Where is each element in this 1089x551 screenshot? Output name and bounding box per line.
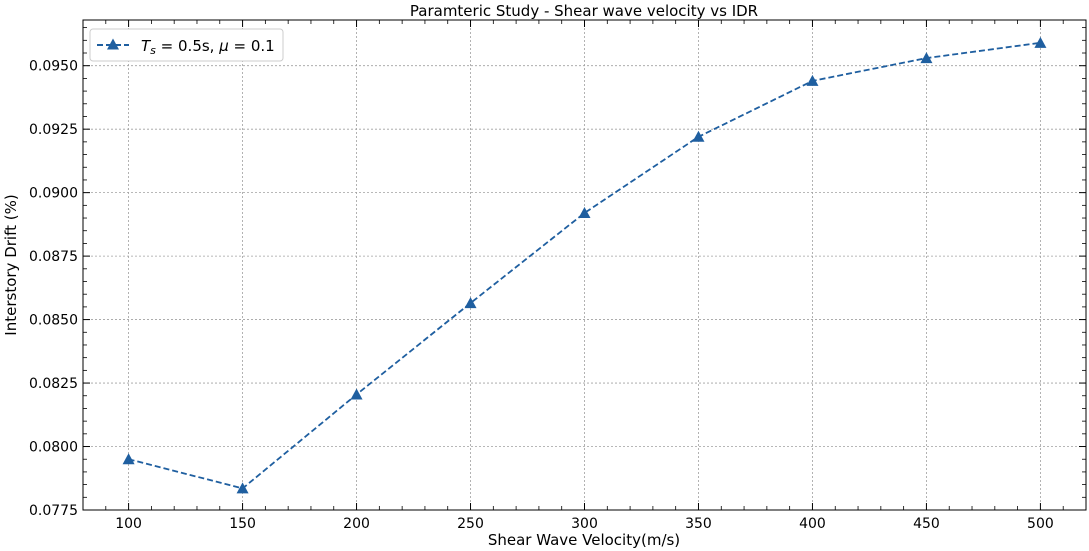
data-point-marker: [692, 130, 705, 142]
data-point-marker: [464, 297, 477, 309]
y-tick-label: 0.0850: [29, 313, 78, 329]
series-layer: [122, 36, 1047, 494]
y-tick-label: 0.0875: [29, 249, 78, 265]
x-tick-label: 100: [115, 516, 142, 532]
legend-t-value: = 0.5s,: [156, 37, 219, 55]
data-point-marker: [1034, 36, 1047, 48]
legend-label: Ts = 0.5s, μ = 0.1: [141, 37, 275, 57]
y-tick-label: 0.0775: [29, 503, 78, 519]
legend-box: [89, 28, 284, 62]
x-tick-label: 500: [1027, 516, 1054, 532]
x-tick-label: 400: [799, 516, 826, 532]
y-axis-label: Interstory Drift (%): [2, 194, 20, 335]
legend-mu-symbol: μ: [218, 37, 229, 55]
series-line: [128, 41, 1041, 490]
y-tick-label: 0.0900: [29, 186, 78, 202]
x-tick-label: 300: [571, 516, 598, 532]
y-tick-label: 0.0825: [29, 376, 78, 392]
data-point-marker: [920, 52, 933, 64]
x-tick-label: 150: [229, 516, 256, 532]
data-point-marker: [578, 206, 591, 218]
x-tick-labels: 100 150 200 250 300 350 400 450 500: [115, 516, 1054, 532]
x-tick-label: 450: [913, 516, 940, 532]
y-tick-label: 0.0925: [29, 122, 78, 138]
data-point-marker: [806, 74, 819, 86]
data-point-marker: [122, 453, 135, 465]
y-tick-label: 0.0950: [29, 59, 78, 75]
x-axis-label: Shear Wave Velocity(m/s): [488, 531, 680, 549]
data-point-marker: [350, 388, 363, 400]
legend-marker-triangle-icon: [107, 38, 119, 50]
x-tick-label: 350: [685, 516, 712, 532]
legend-t-symbol: T: [141, 37, 152, 55]
legend-t-subscript: s: [150, 44, 156, 57]
legend-mu-value: = 0.1: [229, 37, 275, 55]
x-tick-label: 200: [343, 516, 370, 532]
legend: Ts = 0.5s, μ = 0.1: [89, 28, 284, 62]
x-tick-label: 250: [457, 516, 484, 532]
ticks: [83, 20, 1086, 511]
chart-title: Paramteric Study - Shear wave velocity v…: [410, 2, 758, 20]
data-point-marker: [236, 482, 249, 494]
y-tick-label: 0.0800: [29, 440, 78, 456]
y-tick-labels: 0.0775 0.0800 0.0825 0.0850 0.0875 0.0900 0.09…: [29, 59, 78, 519]
